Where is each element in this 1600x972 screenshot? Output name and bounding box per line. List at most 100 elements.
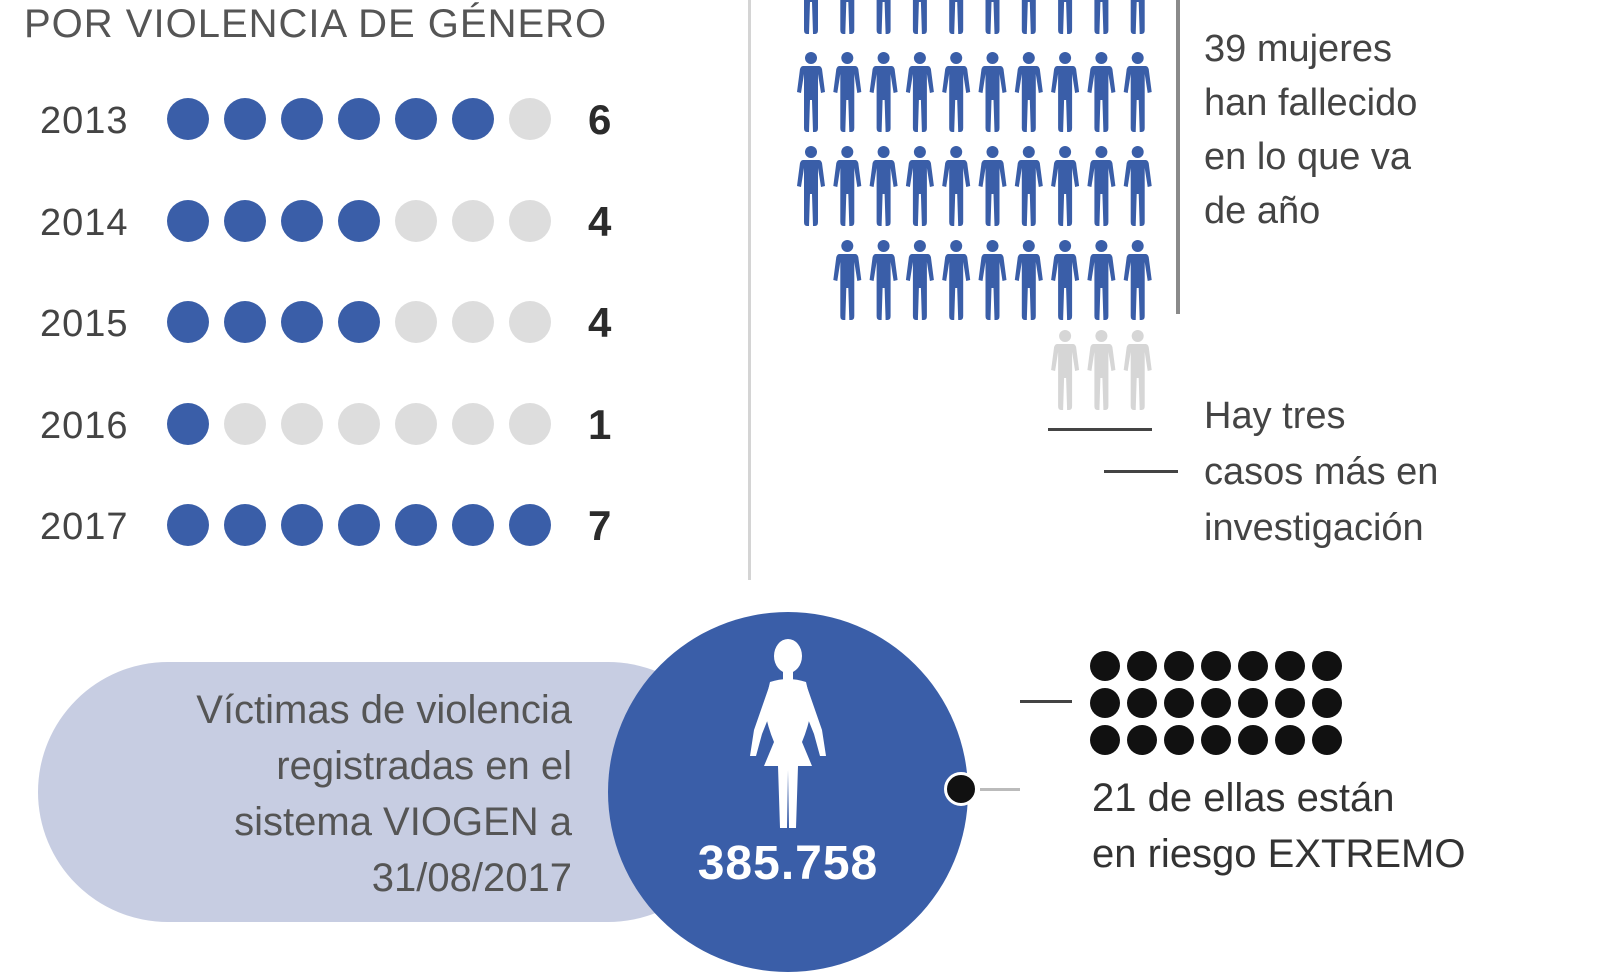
victims-total: 385.758 xyxy=(697,837,879,890)
woman-figure-icon-30 xyxy=(1123,146,1152,226)
woman-figure-icon-33 xyxy=(905,240,934,320)
filled-dot-2017-6 xyxy=(452,504,494,546)
risk-dot-17 xyxy=(1164,725,1194,755)
filled-dot-2015-2 xyxy=(224,301,266,343)
connector-dot xyxy=(944,772,978,806)
year-label-2016: 2016 xyxy=(40,404,129,447)
risk-dot-18 xyxy=(1201,725,1231,755)
deaths-bracket xyxy=(1176,0,1180,314)
circle-connector-line xyxy=(980,788,1020,791)
investigation-figure-icon-1 xyxy=(1051,330,1080,410)
woman-figure-icon-38 xyxy=(1087,240,1116,320)
woman-figure-icon-24 xyxy=(905,146,934,226)
investigation-line-3: investigación xyxy=(1204,507,1424,549)
filled-dot-2015-3 xyxy=(281,301,323,343)
investigation-figure-icon-2 xyxy=(1087,330,1116,410)
victims-label-line-3: sistema VIOGEN a xyxy=(234,800,572,844)
deaths-line-1: 39 mujeres xyxy=(1204,28,1392,70)
risk-dot-13 xyxy=(1275,688,1305,718)
filled-dot-2013-1 xyxy=(167,98,209,140)
risk-connector-line xyxy=(1020,700,1072,703)
filled-dot-2016-1 xyxy=(167,402,209,445)
risk-dot-16 xyxy=(1127,725,1157,755)
risk-dot-2 xyxy=(1127,651,1157,681)
filled-dot-2017-1 xyxy=(167,504,209,546)
woman-figure-icon-4 xyxy=(912,0,927,34)
woman-figure-icon-29 xyxy=(1087,146,1116,226)
woman-figure-icon-5 xyxy=(949,0,964,34)
woman-figure-icon-6 xyxy=(985,0,1000,34)
empty-dot-2015-5 xyxy=(395,301,437,343)
year-count-2016: 1 xyxy=(588,400,612,448)
woman-figure-icon-7 xyxy=(1021,0,1036,34)
filled-dot-2015-4 xyxy=(338,301,380,343)
filled-dot-2017-5 xyxy=(395,504,437,546)
filled-dot-2013-4 xyxy=(338,98,380,140)
woman-figure-icon-21 xyxy=(797,146,825,226)
empty-dot-2016-7 xyxy=(509,402,551,445)
empty-dot-2015-6 xyxy=(452,301,494,343)
empty-dot-2016-4 xyxy=(338,402,380,445)
risk-dot-1 xyxy=(1090,651,1120,681)
risk-line-2-prefix: en riesgo xyxy=(1092,832,1268,876)
woman-figure-icon-8 xyxy=(1058,0,1073,34)
filled-dot-2017-3 xyxy=(281,504,323,546)
risk-dot-19 xyxy=(1238,725,1268,755)
woman-figure-icon-11 xyxy=(797,52,825,132)
year-count-2015: 4 xyxy=(588,299,612,346)
woman-figure-icon-35 xyxy=(978,240,1007,320)
woman-figure-icon xyxy=(750,639,826,828)
year-count-2014: 4 xyxy=(588,197,612,245)
year-label-2013: 2013 xyxy=(40,100,129,142)
woman-figure-icon-3 xyxy=(876,0,891,34)
investigation-connector-line-2 xyxy=(1104,470,1178,473)
section-divider xyxy=(748,0,751,580)
woman-figure-icon-22 xyxy=(833,146,862,226)
woman-figure-icon-25 xyxy=(942,146,971,226)
woman-figure-icon-32 xyxy=(869,240,898,320)
woman-figure-icon-34 xyxy=(942,240,971,320)
woman-figure-icon-37 xyxy=(1051,240,1080,320)
woman-figure-icon-14 xyxy=(905,52,934,132)
empty-dot-2013-7 xyxy=(509,98,551,140)
woman-figure-icon-9 xyxy=(1094,0,1109,34)
risk-line-2-emphasis: EXTREMO xyxy=(1267,832,1466,876)
woman-figure-icon-39 xyxy=(1123,240,1152,320)
filled-dot-2013-6 xyxy=(452,98,494,140)
woman-figure-icon-2 xyxy=(840,0,855,34)
woman-figure-icon-16 xyxy=(978,52,1007,132)
empty-dot-2016-5 xyxy=(395,402,437,445)
filled-dot-2014-1 xyxy=(167,199,209,242)
woman-figure-icon-20 xyxy=(1123,52,1152,132)
year-label-2015: 2015 xyxy=(40,303,129,345)
victims-label: Víctimas de violencia registradas en el … xyxy=(70,682,572,906)
woman-figure-icon-27 xyxy=(1014,146,1043,226)
filled-dot-2014-4 xyxy=(338,199,380,242)
investigation-line-1: Hay tres xyxy=(1204,395,1346,437)
risk-dot-20 xyxy=(1275,725,1305,755)
risk-line-1: 21 de ellas están xyxy=(1092,776,1395,820)
empty-dot-2014-5 xyxy=(395,199,437,242)
woman-figure-icon-10 xyxy=(1130,0,1145,34)
woman-figure-icon-1 xyxy=(804,0,818,34)
filled-dot-2013-3 xyxy=(281,98,323,140)
woman-figure-icon-19 xyxy=(1087,52,1116,132)
victims-label-line-4: 31/08/2017 xyxy=(371,856,572,900)
filled-dot-2014-3 xyxy=(281,199,323,242)
risk-dot-4 xyxy=(1201,651,1231,681)
woman-figure-icon-23 xyxy=(869,146,898,226)
filled-dot-2013-5 xyxy=(395,98,437,140)
woman-figure-icon-12 xyxy=(833,52,862,132)
deaths-line-4: de año xyxy=(1204,190,1321,232)
investigation-connector-line xyxy=(1048,428,1152,431)
risk-dot-21 xyxy=(1312,725,1342,755)
investigation-line-2: casos más en xyxy=(1204,451,1439,493)
chart-heading: POR VIOLENCIA DE GÉNERO xyxy=(24,2,608,46)
woman-figure-icon-31 xyxy=(833,240,862,320)
empty-dot-2014-7 xyxy=(509,199,551,242)
woman-figure-icon-17 xyxy=(1014,52,1043,132)
risk-dot-10 xyxy=(1164,688,1194,718)
risk-dot-6 xyxy=(1275,651,1305,681)
woman-figure-icon-36 xyxy=(1014,240,1043,320)
risk-dot-15 xyxy=(1090,725,1120,755)
